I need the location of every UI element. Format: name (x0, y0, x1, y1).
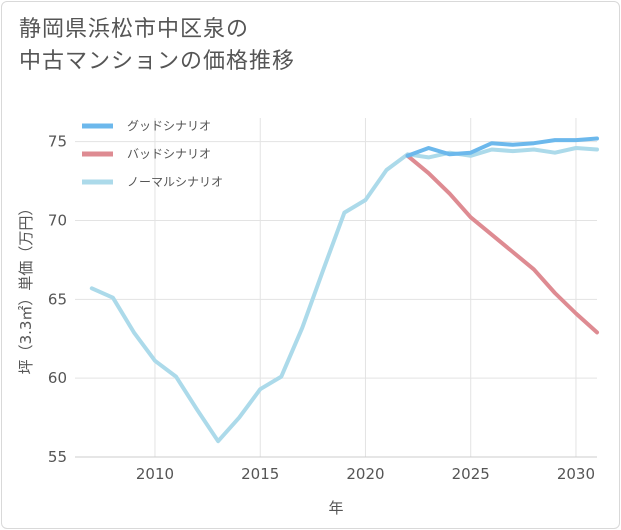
y-axis-label: 坪（3.3㎡）単価（万円） (17, 201, 35, 375)
legend-label: バッドシナリオ (127, 147, 211, 161)
x-tick-label: 2030 (557, 465, 595, 483)
legend-label: ノーマルシナリオ (127, 175, 223, 189)
series-line-1 (405, 136, 599, 158)
chart-title-line1: 静岡県浜松市中区泉の (19, 17, 250, 42)
x-tick-label: 2025 (452, 465, 490, 483)
chart-title-line2: 中古マンションの価格推移 (19, 49, 296, 74)
series-lines (89, 136, 599, 444)
x-tick-label: 2020 (346, 465, 384, 483)
legend-label: グッドシナリオ (127, 119, 211, 133)
grid-lines (75, 118, 597, 458)
chart-title: 静岡県浜松市中区泉の 中古マンションの価格推移 (19, 14, 439, 78)
x-axis-label: 年 (328, 499, 343, 517)
y-tick-label: 65 (48, 290, 67, 308)
y-tick-label: 75 (48, 133, 67, 151)
tick-labels: 55 60 65 70 75 2010 2015 2020 2025 2030 (48, 133, 595, 483)
series-line-3 (89, 146, 599, 444)
y-tick-label: 70 (48, 211, 67, 229)
x-tick-label: 2010 (136, 465, 174, 483)
series-line-2 (405, 153, 599, 335)
y-tick-label: 60 (48, 369, 67, 387)
x-tick-label: 2015 (241, 465, 279, 483)
y-tick-label: 55 (48, 448, 67, 466)
